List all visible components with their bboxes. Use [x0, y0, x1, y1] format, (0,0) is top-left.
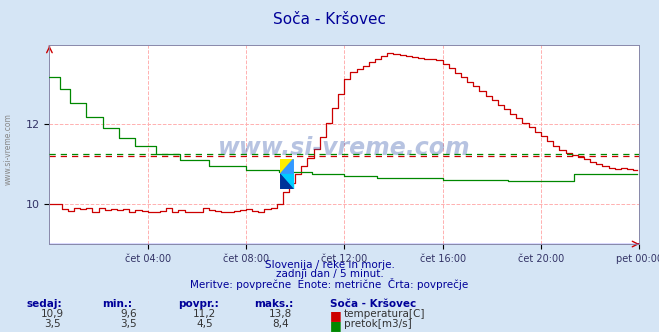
Text: Soča - Kršovec: Soča - Kršovec — [273, 12, 386, 27]
Text: 11,2: 11,2 — [192, 309, 216, 319]
Text: maks.:: maks.: — [254, 299, 293, 309]
Text: 3,5: 3,5 — [120, 319, 137, 329]
Polygon shape — [280, 174, 293, 189]
Text: 4,5: 4,5 — [196, 319, 213, 329]
Text: www.si-vreme.com: www.si-vreme.com — [218, 136, 471, 160]
Polygon shape — [280, 159, 293, 174]
Text: zadnji dan / 5 minut.: zadnji dan / 5 minut. — [275, 269, 384, 279]
Text: Soča - Kršovec: Soča - Kršovec — [330, 299, 416, 309]
Text: 3,5: 3,5 — [44, 319, 61, 329]
Text: temperatura[C]: temperatura[C] — [344, 309, 426, 319]
Text: povpr.:: povpr.: — [178, 299, 219, 309]
Text: 10,9: 10,9 — [41, 309, 65, 319]
Text: sedaj:: sedaj: — [26, 299, 62, 309]
Text: ■: ■ — [330, 319, 341, 332]
Polygon shape — [280, 159, 293, 174]
Text: 9,6: 9,6 — [120, 309, 137, 319]
Text: www.si-vreme.com: www.si-vreme.com — [3, 114, 13, 185]
Text: 8,4: 8,4 — [272, 319, 289, 329]
Text: Slovenija / reke in morje.: Slovenija / reke in morje. — [264, 260, 395, 270]
Text: min.:: min.: — [102, 299, 132, 309]
Text: Meritve: povprečne  Enote: metrične  Črta: povprečje: Meritve: povprečne Enote: metrične Črta:… — [190, 278, 469, 290]
Text: pretok[m3/s]: pretok[m3/s] — [344, 319, 412, 329]
Polygon shape — [280, 174, 293, 189]
Text: 13,8: 13,8 — [268, 309, 292, 319]
Text: ■: ■ — [330, 309, 341, 322]
